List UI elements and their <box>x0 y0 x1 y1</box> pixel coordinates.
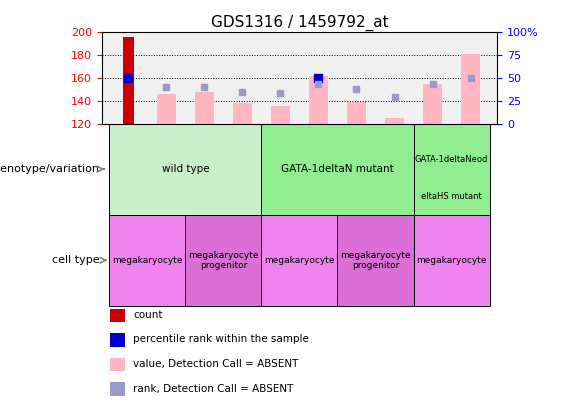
Bar <box>110 333 125 347</box>
Text: megakaryocyte: megakaryocyte <box>264 256 334 265</box>
Title: GDS1316 / 1459792_at: GDS1316 / 1459792_at <box>211 15 388 31</box>
Bar <box>110 309 125 322</box>
FancyBboxPatch shape <box>337 215 414 306</box>
FancyBboxPatch shape <box>262 124 414 215</box>
Text: megakaryocyte
progenitor: megakaryocyte progenitor <box>340 251 411 270</box>
Text: rank, Detection Call = ABSENT: rank, Detection Call = ABSENT <box>133 384 294 394</box>
Bar <box>110 382 125 396</box>
Text: value, Detection Call = ABSENT: value, Detection Call = ABSENT <box>133 359 299 369</box>
Text: megakaryocyte: megakaryocyte <box>416 256 487 265</box>
Bar <box>461 54 480 124</box>
Bar <box>423 84 442 124</box>
FancyBboxPatch shape <box>414 124 490 215</box>
Bar <box>347 102 366 124</box>
Text: eltaHS mutant: eltaHS mutant <box>421 192 482 201</box>
Text: genotype/variation: genotype/variation <box>0 164 100 174</box>
Text: count: count <box>133 310 163 320</box>
FancyBboxPatch shape <box>109 124 262 215</box>
Bar <box>123 37 134 124</box>
Text: megakaryocyte
progenitor: megakaryocyte progenitor <box>188 251 259 270</box>
Bar <box>233 103 252 124</box>
Bar <box>110 358 125 371</box>
Text: megakaryocyte: megakaryocyte <box>112 256 182 265</box>
FancyBboxPatch shape <box>262 215 337 306</box>
Bar <box>157 94 176 124</box>
Bar <box>385 118 404 124</box>
FancyBboxPatch shape <box>109 215 185 306</box>
Bar <box>271 107 290 124</box>
Text: wild type: wild type <box>162 164 209 174</box>
Text: cell type: cell type <box>52 255 100 265</box>
FancyBboxPatch shape <box>414 215 490 306</box>
Bar <box>309 76 328 124</box>
Text: GATA-1deltaNeod: GATA-1deltaNeod <box>415 156 488 164</box>
Bar <box>195 92 214 124</box>
FancyBboxPatch shape <box>185 215 262 306</box>
Text: percentile rank within the sample: percentile rank within the sample <box>133 335 309 345</box>
Text: GATA-1deltaN mutant: GATA-1deltaN mutant <box>281 164 394 174</box>
